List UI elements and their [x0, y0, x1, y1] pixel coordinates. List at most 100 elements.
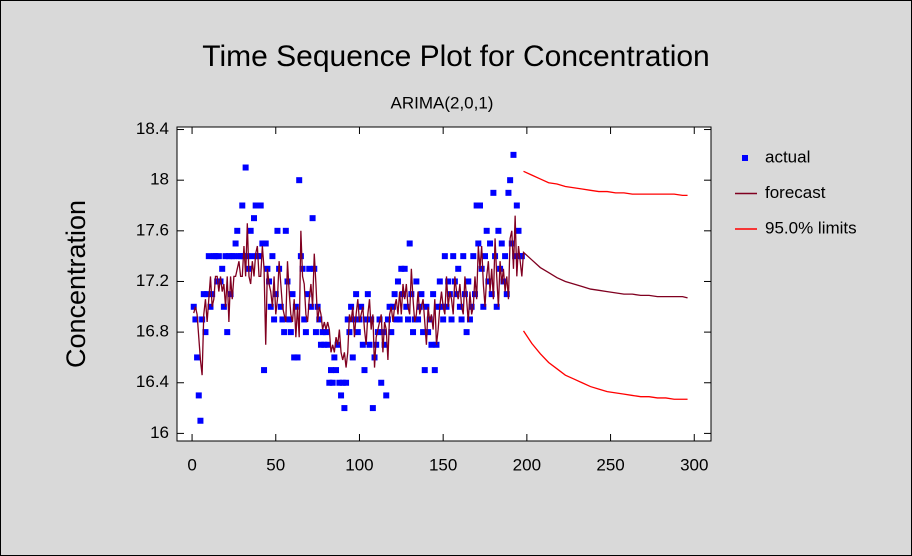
data-point: [455, 265, 462, 272]
data-point: [358, 303, 365, 310]
x-tick-label: 200: [513, 455, 541, 474]
legend-label: actual: [765, 147, 810, 166]
data-point: [202, 329, 209, 336]
data-point: [346, 329, 353, 336]
data-point: [341, 405, 348, 412]
chart-subtitle: ARIMA(2,0,1): [391, 93, 494, 112]
plot-area: [176, 126, 712, 442]
data-point: [286, 316, 293, 323]
data-point: [312, 329, 319, 336]
data-point: [500, 278, 507, 285]
data-point: [234, 227, 241, 234]
data-point: [478, 265, 485, 272]
data-point: [224, 329, 231, 336]
data-point: [354, 329, 361, 336]
data-point: [333, 367, 340, 374]
data-point: [328, 367, 335, 374]
data-point: [252, 202, 259, 209]
data-point: [440, 316, 447, 323]
data-point: [512, 253, 519, 260]
data-point: [269, 253, 276, 260]
data-point: [190, 303, 197, 310]
data-point: [401, 265, 408, 272]
data-point: [289, 291, 296, 298]
data-point: [475, 240, 482, 247]
data-point: [379, 329, 386, 336]
data-point: [413, 278, 420, 285]
data-point: [259, 240, 266, 247]
y-tick-label: 16.4: [136, 372, 169, 391]
data-point: [281, 329, 288, 336]
forecast-line: [193, 215, 688, 376]
data-point: [513, 202, 520, 209]
data-point: [393, 316, 400, 323]
data-point: [485, 278, 492, 285]
data-point: [366, 341, 373, 348]
data-point: [431, 367, 438, 374]
data-point: [493, 303, 500, 310]
data-point: [277, 303, 284, 310]
y-tick-label: 17.6: [136, 220, 169, 239]
data-point: [445, 278, 452, 285]
data-point: [279, 316, 286, 323]
data-point: [450, 253, 457, 260]
data-point: [329, 379, 336, 386]
data-point: [212, 253, 219, 260]
data-point: [383, 392, 390, 399]
data-point: [403, 303, 410, 310]
data-point: [304, 291, 311, 298]
data-point: [389, 303, 396, 310]
data-point: [488, 291, 495, 298]
data-point: [338, 392, 345, 399]
data-point: [510, 151, 517, 158]
data-point: [378, 379, 385, 386]
data-point: [438, 303, 445, 310]
data-point: [428, 341, 435, 348]
y-axis-label: Concentration: [61, 200, 91, 368]
data-point: [257, 202, 264, 209]
data-point: [473, 202, 480, 209]
data-point: [359, 341, 366, 348]
data-point: [256, 253, 263, 260]
data-point: [197, 417, 204, 424]
legend-marker: [742, 155, 748, 161]
data-point: [307, 303, 314, 310]
data-point: [232, 240, 239, 247]
data-point: [363, 316, 370, 323]
data-point: [518, 253, 525, 260]
data-point: [466, 316, 473, 323]
x-tick-label: 0: [187, 455, 196, 474]
data-point: [405, 316, 412, 323]
data-point: [192, 316, 199, 323]
data-point: [309, 215, 316, 222]
data-point: [394, 278, 401, 285]
data-point: [322, 329, 329, 336]
data-point: [384, 316, 391, 323]
data-point: [418, 291, 425, 298]
data-point: [398, 265, 405, 272]
data-point: [292, 303, 299, 310]
data-point: [495, 227, 502, 234]
data-point: [483, 227, 490, 234]
x-tick-label: 50: [266, 455, 285, 474]
data-point: [204, 291, 211, 298]
data-point: [480, 303, 487, 310]
data-point: [324, 341, 331, 348]
data-point: [302, 329, 309, 336]
data-point: [249, 253, 256, 260]
data-point: [460, 253, 467, 260]
data-point: [425, 329, 432, 336]
data-point: [503, 291, 510, 298]
data-point: [410, 329, 417, 336]
legend-label: 95.0% limits: [765, 218, 857, 237]
data-point: [237, 253, 244, 260]
data-point: [207, 303, 214, 310]
data-point: [465, 278, 472, 285]
data-point: [194, 354, 201, 361]
data-point: [507, 177, 514, 184]
data-point: [482, 253, 489, 260]
data-point: [321, 341, 328, 348]
data-point: [381, 341, 388, 348]
data-point: [505, 189, 512, 196]
